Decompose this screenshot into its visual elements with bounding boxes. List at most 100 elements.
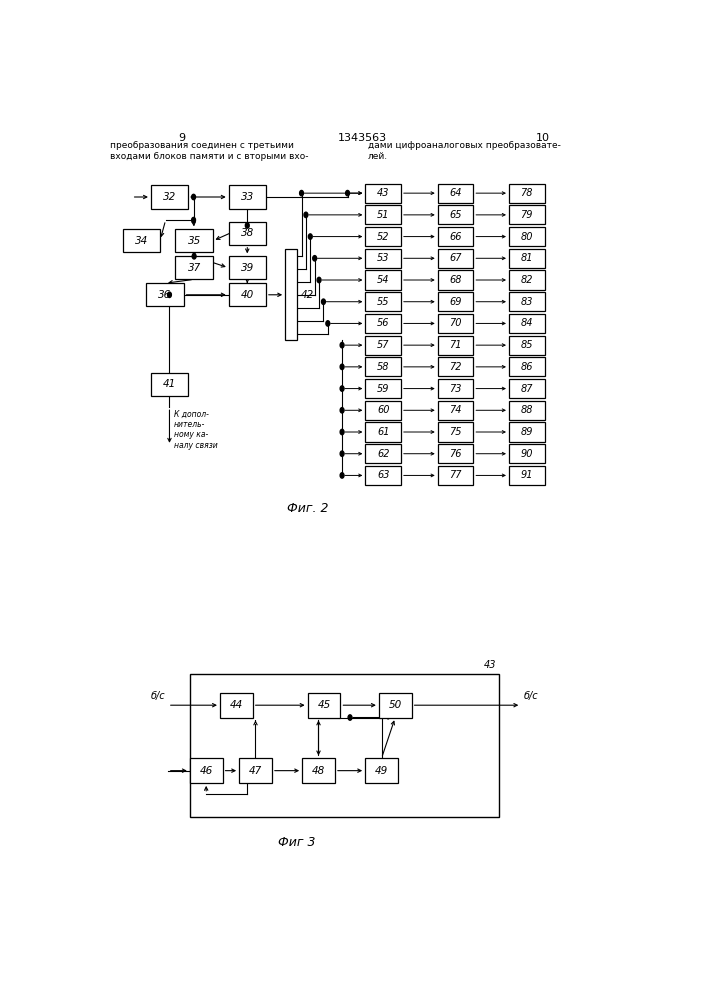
FancyBboxPatch shape: [438, 422, 473, 442]
Text: Фиг. 2: Фиг. 2: [287, 502, 328, 515]
Circle shape: [340, 429, 344, 435]
FancyBboxPatch shape: [366, 357, 401, 376]
FancyBboxPatch shape: [366, 336, 401, 355]
FancyBboxPatch shape: [438, 444, 473, 463]
Text: 73: 73: [449, 384, 462, 394]
FancyBboxPatch shape: [509, 270, 544, 290]
FancyBboxPatch shape: [151, 373, 188, 396]
Circle shape: [348, 715, 352, 720]
FancyBboxPatch shape: [189, 674, 499, 817]
Text: 35: 35: [187, 236, 201, 246]
FancyBboxPatch shape: [438, 466, 473, 485]
FancyBboxPatch shape: [366, 249, 401, 268]
FancyBboxPatch shape: [509, 422, 544, 442]
FancyBboxPatch shape: [220, 693, 253, 718]
Text: 67: 67: [449, 253, 462, 263]
Text: 39: 39: [240, 263, 254, 273]
Text: К допол-
нитель-
ному ка-
налу связи: К допол- нитель- ному ка- налу связи: [174, 410, 218, 450]
Text: 48: 48: [312, 766, 325, 776]
FancyBboxPatch shape: [151, 185, 188, 209]
FancyBboxPatch shape: [438, 205, 473, 224]
Circle shape: [300, 190, 303, 196]
Text: 65: 65: [449, 210, 462, 220]
Text: 87: 87: [520, 384, 533, 394]
Text: 40: 40: [240, 290, 254, 300]
FancyBboxPatch shape: [366, 227, 401, 246]
Text: 90: 90: [520, 449, 533, 459]
Text: 55: 55: [377, 297, 390, 307]
FancyBboxPatch shape: [438, 270, 473, 290]
Circle shape: [340, 451, 344, 456]
Text: 42: 42: [301, 290, 314, 300]
FancyBboxPatch shape: [438, 314, 473, 333]
FancyBboxPatch shape: [509, 466, 544, 485]
Text: 82: 82: [520, 275, 533, 285]
Text: лей.: лей.: [368, 152, 388, 161]
FancyBboxPatch shape: [366, 379, 401, 398]
Circle shape: [346, 190, 349, 196]
Text: 83: 83: [520, 297, 533, 307]
Text: 56: 56: [377, 318, 390, 328]
Text: 46: 46: [199, 766, 213, 776]
FancyBboxPatch shape: [366, 270, 401, 290]
Text: входами блоков памяти и с вторыми вхо-: входами блоков памяти и с вторыми вхо-: [110, 152, 309, 161]
FancyBboxPatch shape: [438, 292, 473, 311]
Text: 66: 66: [449, 232, 462, 242]
FancyBboxPatch shape: [438, 379, 473, 398]
FancyBboxPatch shape: [228, 283, 266, 306]
FancyBboxPatch shape: [146, 283, 184, 306]
Text: 59: 59: [377, 384, 390, 394]
FancyBboxPatch shape: [509, 184, 544, 203]
Text: 85: 85: [520, 340, 533, 350]
FancyBboxPatch shape: [438, 336, 473, 355]
Circle shape: [326, 321, 329, 326]
Text: Фиг 3: Фиг 3: [278, 836, 315, 849]
Circle shape: [317, 277, 321, 283]
Text: 49: 49: [375, 766, 388, 776]
Text: 45: 45: [317, 700, 331, 710]
Text: 54: 54: [377, 275, 390, 285]
Text: 38: 38: [240, 228, 254, 238]
Circle shape: [340, 473, 344, 478]
Text: 53: 53: [377, 253, 390, 263]
FancyBboxPatch shape: [366, 184, 401, 203]
Text: 50: 50: [389, 700, 402, 710]
Text: 33: 33: [240, 192, 254, 202]
FancyBboxPatch shape: [438, 357, 473, 376]
Text: 52: 52: [377, 232, 390, 242]
FancyBboxPatch shape: [366, 205, 401, 224]
FancyBboxPatch shape: [438, 184, 473, 203]
Circle shape: [192, 217, 196, 223]
Text: 79: 79: [520, 210, 533, 220]
Circle shape: [304, 212, 308, 218]
Text: 41: 41: [163, 379, 176, 389]
Text: 1343563: 1343563: [338, 133, 387, 143]
Text: 60: 60: [377, 405, 390, 415]
Circle shape: [340, 364, 344, 370]
Circle shape: [192, 194, 196, 200]
Text: 69: 69: [449, 297, 462, 307]
Text: 43: 43: [484, 660, 496, 670]
FancyBboxPatch shape: [438, 227, 473, 246]
Text: б/с: б/с: [524, 691, 539, 701]
FancyBboxPatch shape: [509, 444, 544, 463]
Text: 34: 34: [135, 236, 148, 246]
Text: дами цифроаналоговых преобразовате-: дами цифроаналоговых преобразовате-: [368, 141, 561, 150]
Text: 75: 75: [449, 427, 462, 437]
Text: 9: 9: [178, 133, 185, 143]
FancyBboxPatch shape: [366, 314, 401, 333]
FancyBboxPatch shape: [509, 401, 544, 420]
Text: 62: 62: [377, 449, 390, 459]
Text: 57: 57: [377, 340, 390, 350]
Text: 44: 44: [230, 700, 243, 710]
Text: 32: 32: [163, 192, 176, 202]
Circle shape: [340, 408, 344, 413]
Circle shape: [192, 254, 196, 259]
FancyBboxPatch shape: [366, 466, 401, 485]
Text: 61: 61: [377, 427, 390, 437]
Text: 76: 76: [449, 449, 462, 459]
FancyBboxPatch shape: [366, 422, 401, 442]
Text: 72: 72: [449, 362, 462, 372]
FancyBboxPatch shape: [189, 758, 223, 783]
FancyBboxPatch shape: [285, 249, 297, 340]
